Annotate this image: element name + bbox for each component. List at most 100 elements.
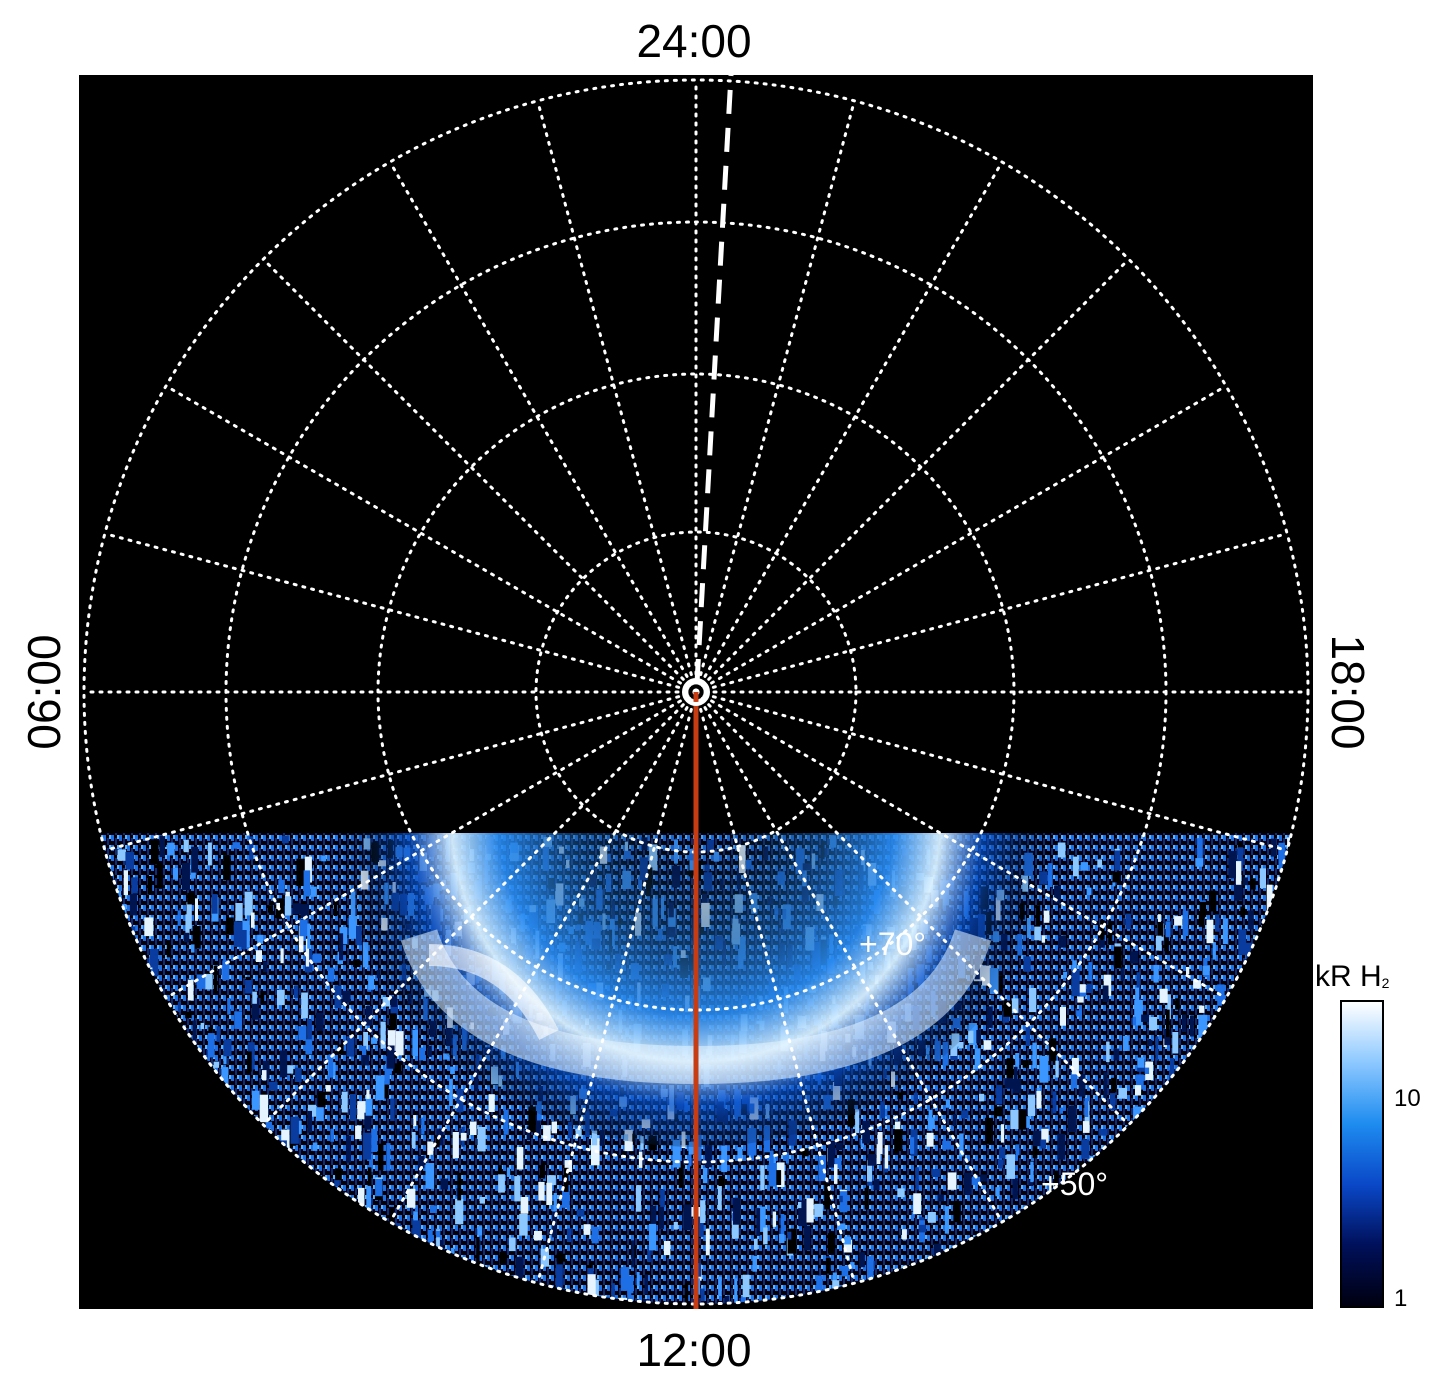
emission-speckle: [426, 1248, 433, 1259]
emission-speckle: [1273, 1096, 1278, 1115]
emission-speckle: [278, 1261, 285, 1278]
emission-speckle: [1067, 1203, 1072, 1213]
emission-speckle: [1029, 1265, 1038, 1279]
emission-speckle: [259, 1190, 264, 1199]
emission-speckle: [332, 1195, 339, 1208]
emission-speckle: [862, 1120, 871, 1144]
emission-speckle: [1120, 967, 1124, 981]
emission-speckle: [341, 1192, 345, 1201]
emission-speckle: [369, 1153, 373, 1172]
emission-speckle: [262, 1251, 267, 1271]
emission-speckle: [226, 1289, 231, 1304]
emission-speckle: [280, 948, 284, 964]
emission-speckle: [1300, 1155, 1308, 1167]
emission-speckle: [1136, 972, 1141, 998]
emission-speckle: [1287, 837, 1291, 858]
emission-speckle: [326, 1271, 333, 1294]
emission-speckle: [194, 1186, 203, 1193]
emission-speckle: [1029, 988, 1037, 1013]
emission-speckle: [303, 1246, 309, 1269]
emission-speckle: [304, 1239, 312, 1249]
meridian-line: [536, 99, 698, 694]
emission-speckle: [87, 1194, 97, 1210]
emission-speckle: [825, 1257, 831, 1274]
emission-speckle: [265, 1121, 273, 1129]
emission-speckle: [1093, 1283, 1097, 1298]
emission-speckle: [545, 1291, 552, 1304]
emission-speckle: [827, 1141, 835, 1168]
emission-speckle: [1167, 1177, 1172, 1192]
emission-speckle: [349, 1094, 356, 1121]
emission-speckle: [1274, 1274, 1283, 1297]
emission-speckle: [1109, 1093, 1116, 1111]
emission-speckle: [1157, 921, 1164, 937]
emission-speckle: [260, 1176, 266, 1185]
emission-speckle: [262, 1060, 270, 1079]
emission-speckle: [84, 865, 90, 873]
emission-speckle: [1250, 878, 1256, 890]
emission-speckle: [1023, 956, 1031, 972]
emission-speckle: [168, 1110, 174, 1120]
emission-speckle: [901, 1229, 907, 1240]
emission-speckle: [1209, 890, 1217, 912]
emission-speckle: [157, 864, 163, 889]
emission-speckle: [955, 1274, 962, 1283]
emission-speckle: [1153, 964, 1159, 983]
emission-speckle: [390, 996, 398, 1007]
emission-speckle: [785, 1152, 789, 1164]
emission-speckle: [1197, 1121, 1207, 1141]
emission-speckle: [828, 1233, 836, 1254]
emission-speckle: [983, 1040, 992, 1050]
emission-speckle: [1266, 884, 1273, 911]
emission-speckle: [1089, 1236, 1093, 1262]
emission-speckle: [678, 1163, 684, 1188]
emission-speckle: [968, 1030, 974, 1043]
emission-speckle: [1027, 1094, 1036, 1116]
emission-speckle: [1080, 862, 1088, 871]
emission-speckle: [348, 1305, 353, 1310]
emission-speckle: [855, 1109, 860, 1134]
emission-speckle: [1103, 1072, 1108, 1098]
emission-speckle: [1036, 1091, 1042, 1109]
emission-speckle: [255, 950, 262, 962]
emission-speckle: [1063, 971, 1067, 978]
emission-speckle: [167, 842, 175, 856]
emission-speckle: [163, 1165, 173, 1176]
emission-speckle: [481, 1270, 486, 1286]
emission-speckle: [226, 917, 234, 935]
emission-speckle: [1288, 919, 1294, 942]
emission-speckle: [953, 1290, 961, 1304]
emission-speckle: [839, 1191, 848, 1213]
emission-speckle: [1112, 871, 1121, 883]
emission-speckle: [1165, 921, 1171, 938]
emission-speckle: [1301, 1147, 1306, 1169]
emission-speckle: [915, 1167, 919, 1191]
emission-speckle: [647, 1245, 651, 1263]
emission-speckle: [776, 1170, 782, 1185]
emission-speckle: [370, 1037, 378, 1044]
emission-speckle: [251, 1191, 257, 1198]
latitude-label-70: +70°: [859, 926, 926, 962]
emission-speckle: [1195, 858, 1204, 867]
emission-speckle: [631, 1240, 635, 1268]
emission-speckle: [1043, 910, 1050, 923]
emission-speckle: [133, 1139, 141, 1164]
emission-speckle: [120, 1097, 125, 1117]
emission-speckle: [325, 1281, 330, 1300]
emission-speckle: [587, 1274, 596, 1302]
emission-speckle: [564, 1160, 572, 1172]
emission-speckle: [1082, 1121, 1090, 1133]
emission-speckle: [1086, 983, 1093, 993]
emission-speckle: [733, 1197, 741, 1225]
emission-speckle: [251, 997, 259, 1020]
meridian-line: [164, 690, 698, 1000]
emission-speckle: [356, 925, 362, 946]
emission-speckle: [1215, 1094, 1225, 1118]
emission-speckle: [1222, 918, 1228, 945]
emission-speckle: [252, 991, 257, 1004]
emission-speckle: [1294, 1036, 1298, 1052]
emission-speckle: [591, 1130, 598, 1146]
emission-speckle: [1292, 873, 1298, 888]
emission-speckle: [185, 914, 190, 939]
emission-speckle: [131, 877, 138, 894]
